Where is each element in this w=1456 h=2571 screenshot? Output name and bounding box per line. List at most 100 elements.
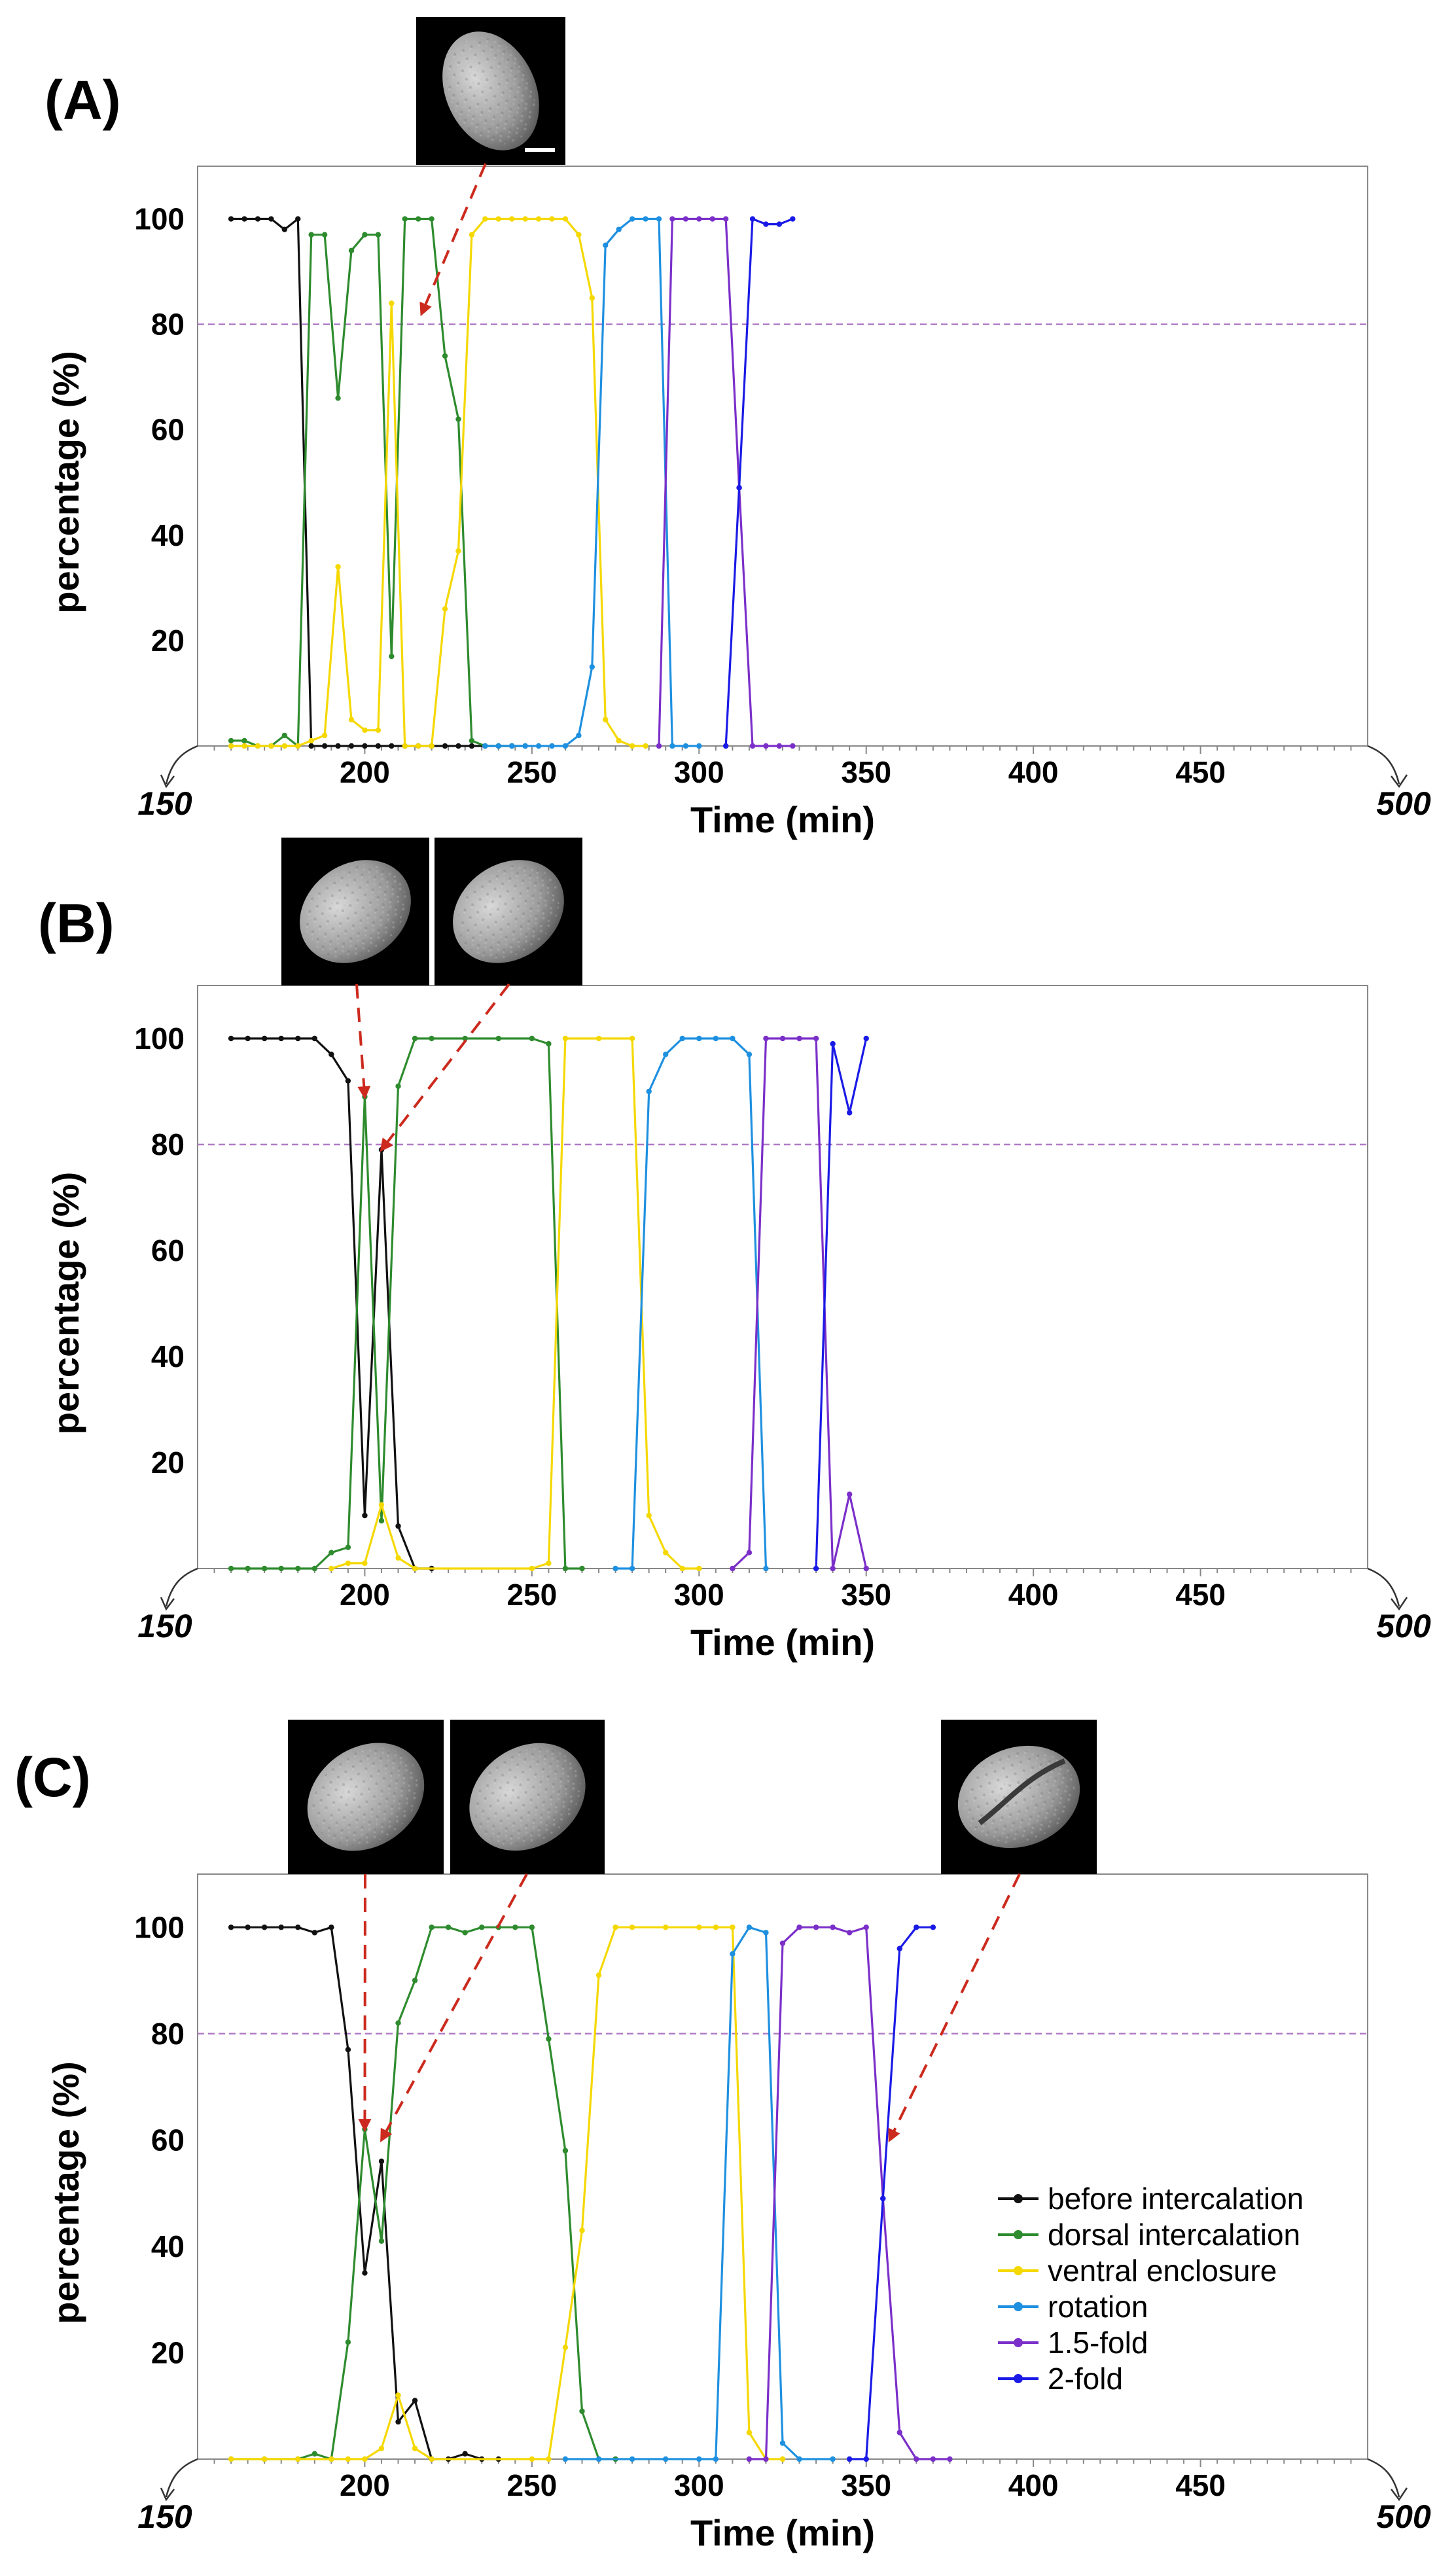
y-tick-label: 100	[134, 1021, 185, 1055]
data-point	[442, 606, 448, 612]
embryo-texture	[446, 37, 535, 145]
data-point	[328, 2456, 334, 2462]
data-point	[763, 1565, 769, 1572]
series-layer	[228, 1035, 869, 1572]
data-point	[779, 1940, 786, 1946]
data-point	[378, 2238, 385, 2244]
data-point	[261, 2456, 268, 2462]
data-point	[462, 2451, 468, 2457]
data-point	[529, 1924, 535, 1930]
data-point	[736, 485, 742, 491]
embryo-micrograph	[281, 838, 429, 985]
annotation-arrow	[380, 983, 510, 1152]
data-point	[522, 743, 528, 749]
y-tick-label: 40	[151, 2229, 185, 2263]
data-point	[402, 216, 408, 222]
data-point	[846, 2456, 853, 2462]
data-point	[746, 1924, 753, 1930]
data-point	[335, 395, 341, 401]
x-tick-label: 300	[674, 1578, 724, 1612]
data-point	[378, 1146, 385, 1153]
series-line	[231, 217, 525, 747]
data-point	[830, 1565, 836, 1572]
axis-start-arrow	[165, 2458, 198, 2498]
data-point	[311, 1930, 317, 1936]
series-line	[658, 217, 793, 747]
data-point	[696, 2456, 702, 2462]
data-point	[722, 743, 729, 749]
y-tick-label: 20	[151, 1445, 185, 1480]
data-point	[696, 1565, 702, 1572]
data-point	[429, 2456, 435, 2462]
data-point	[562, 2345, 569, 2350]
data-point	[629, 1565, 635, 1572]
data-point	[535, 216, 542, 222]
data-point	[535, 743, 542, 749]
legend-label: dorsal intercalation	[1048, 2218, 1300, 2252]
data-point	[730, 1951, 736, 1957]
data-point	[683, 743, 689, 749]
series-layer	[228, 1924, 953, 2462]
data-point	[268, 216, 274, 222]
legend-label: 2-fold	[1048, 2362, 1123, 2396]
data-point	[522, 216, 528, 222]
data-point	[345, 1560, 351, 1567]
data-point	[362, 1560, 368, 1567]
data-point	[529, 1565, 535, 1572]
data-point	[589, 295, 595, 301]
data-point	[779, 1035, 786, 1042]
data-point	[228, 737, 234, 744]
data-point	[914, 2456, 919, 2462]
data-point	[546, 1560, 552, 1567]
data-point	[345, 2456, 351, 2462]
data-point	[679, 1565, 685, 1572]
legend-marker	[1014, 2338, 1023, 2347]
data-point	[241, 216, 247, 222]
embryo-micrograph	[941, 1720, 1097, 1874]
annotation-layer	[416, 17, 565, 317]
annotation-arrow	[888, 1873, 1021, 2142]
data-point	[643, 216, 648, 222]
data-point	[616, 737, 622, 744]
x-axis-title: Time (min)	[690, 2512, 875, 2553]
data-point	[495, 1035, 501, 1042]
data-point	[345, 2339, 351, 2345]
axis-end-label: 500	[1376, 785, 1431, 822]
legend-marker	[1014, 2194, 1023, 2203]
data-point	[308, 743, 314, 749]
data-point	[328, 1550, 334, 1555]
x-tick-label: 250	[506, 755, 557, 789]
data-point	[863, 1035, 869, 1042]
data-point	[241, 737, 247, 744]
data-point	[268, 743, 274, 749]
legend-item: before intercalation	[998, 2182, 1304, 2216]
series-line	[231, 217, 512, 747]
embryo-micrograph	[288, 1720, 444, 1874]
data-point	[255, 216, 261, 222]
embryo-texture	[963, 1750, 1075, 1843]
embryo-micrograph	[416, 17, 565, 165]
x-tick-label: 250	[506, 2468, 557, 2502]
data-point	[395, 2020, 401, 2026]
data-point	[442, 743, 448, 749]
series-ventral-enclosure	[228, 216, 648, 749]
data-point	[629, 216, 635, 222]
data-point	[345, 1078, 351, 1084]
data-point	[228, 1565, 234, 1572]
data-point	[763, 221, 769, 227]
data-point	[529, 2456, 535, 2462]
data-point	[813, 1565, 819, 1572]
data-point	[328, 1565, 334, 1572]
data-point	[415, 743, 421, 749]
data-point	[321, 743, 328, 749]
data-point	[462, 1930, 468, 1936]
y-tick-label: 60	[151, 2123, 185, 2157]
legend-label: before intercalation	[1048, 2182, 1304, 2216]
x-tick-label: 350	[841, 2468, 891, 2502]
data-point	[402, 743, 408, 749]
y-tick-label: 80	[151, 1127, 185, 1161]
data-point	[546, 2036, 552, 2042]
data-point	[311, 1035, 317, 1042]
data-point	[295, 216, 301, 222]
data-point	[261, 1924, 268, 1930]
